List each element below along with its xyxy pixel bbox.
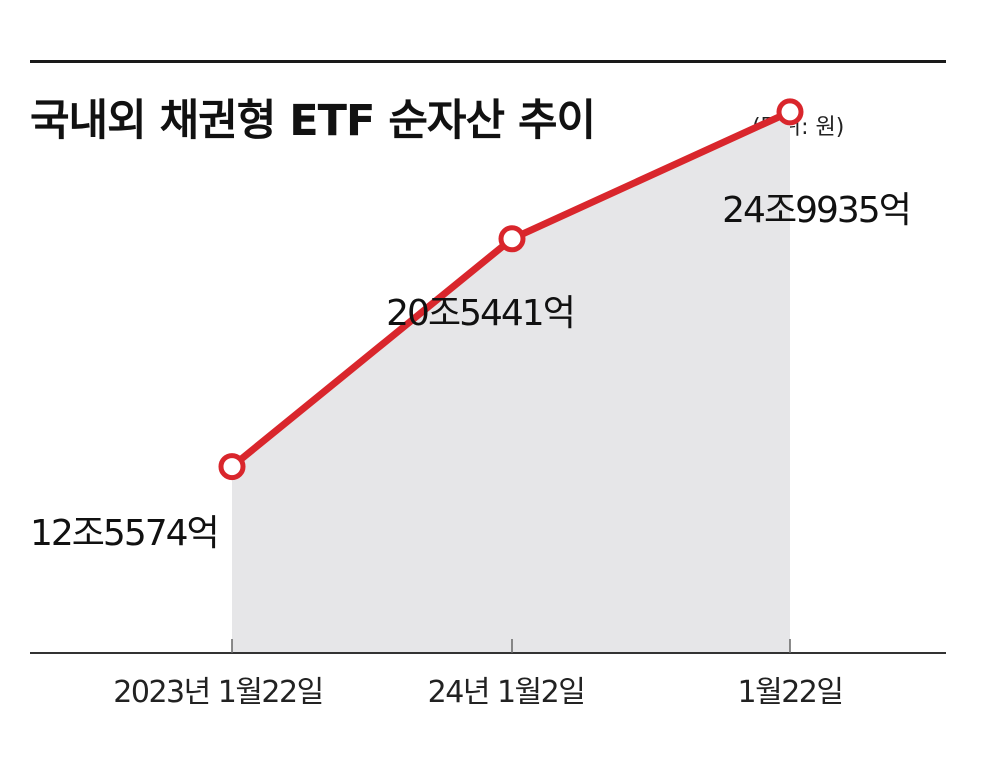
value-label-2: 20조5441억	[386, 293, 574, 334]
data-point-1	[218, 453, 246, 481]
top-rule	[30, 60, 946, 63]
x-tick-label-2: 24년 1월2일	[428, 675, 585, 710]
x-tick-label-3: 1월22일	[738, 675, 843, 710]
data-point-2	[498, 225, 526, 253]
data-point-3	[776, 98, 804, 126]
x-tick-label-1: 2023년 1월22일	[113, 675, 322, 710]
area-fill	[232, 111, 790, 654]
chart-title: 국내외 채권형 ETF 순자산 추이	[30, 96, 596, 146]
value-label-1: 12조5574억	[30, 513, 218, 554]
value-label-3: 24조9935억	[722, 190, 910, 231]
